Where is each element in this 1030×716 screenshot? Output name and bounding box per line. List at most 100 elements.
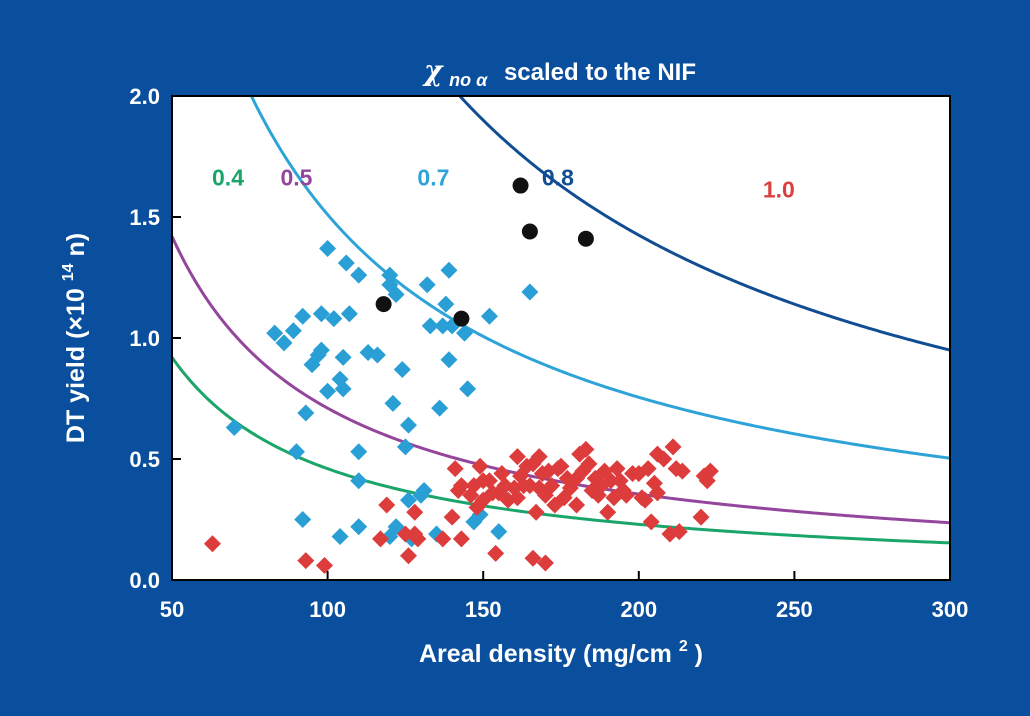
data-point-diamond (381, 266, 399, 284)
data-point-diamond (446, 460, 464, 478)
curve-0-7 (249, 96, 950, 460)
data-point-circle (512, 177, 529, 194)
data-point-diamond (527, 503, 545, 521)
x-axis-title-end: ) (695, 640, 703, 668)
data-point-diamond (400, 547, 418, 565)
data-point-diamond (577, 440, 595, 458)
curve-label-0-4: 0.4 (212, 165, 244, 191)
data-point-diamond (642, 513, 660, 531)
data-point-diamond (664, 438, 682, 456)
data-point-diamond (396, 525, 414, 543)
data-point-diamond (701, 462, 719, 480)
data-point-diamond (602, 472, 620, 490)
data-point-diamond (400, 491, 418, 509)
data-point-diamond (350, 518, 368, 536)
data-point-diamond (673, 462, 691, 480)
chart-title-text: scaled to the NIF (504, 59, 696, 86)
curve-label-0-8: 0.8 (542, 165, 574, 191)
data-point-diamond (331, 527, 349, 545)
data-point-diamond (421, 317, 439, 335)
data-point-diamond (350, 266, 368, 284)
data-point-diamond (536, 554, 554, 572)
data-point-diamond (580, 455, 598, 473)
y-tick-label: 1.0 (129, 326, 160, 351)
data-point-diamond (368, 346, 386, 364)
points-layer (203, 177, 719, 574)
data-point-diamond (552, 457, 570, 475)
data-point-diamond (508, 448, 526, 466)
x-tick-label: 150 (465, 597, 502, 622)
curves-layer (172, 96, 950, 545)
data-point-diamond (440, 261, 458, 279)
data-point-circle (521, 223, 538, 240)
data-point-diamond (508, 489, 526, 507)
data-point-diamond (384, 394, 402, 412)
data-point-diamond (396, 438, 414, 456)
data-point-diamond (406, 503, 424, 521)
curve-label-0-7: 0.7 (417, 165, 449, 191)
data-point-diamond (543, 477, 561, 495)
data-point-diamond (378, 496, 396, 514)
y-axis-title-main: DT yield (×10 (62, 288, 90, 443)
data-point-diamond (334, 380, 352, 398)
y-tick-label: 1.5 (129, 205, 160, 230)
data-point-diamond (648, 484, 666, 502)
data-point-diamond (325, 310, 343, 328)
ticks-layer: 50 100 150 200 250 300 0.0 0.5 1.0 1.5 2.0 (129, 84, 968, 622)
data-point-diamond (521, 283, 539, 301)
data-point-diamond (372, 530, 390, 548)
data-point-diamond (655, 450, 673, 468)
data-point-diamond (617, 486, 635, 504)
data-point-diamond (490, 523, 508, 541)
data-point-diamond (294, 511, 312, 528)
chart-title: χ no α scaled to the NIF (422, 54, 696, 92)
y-axis-title-end: n) (62, 233, 90, 257)
data-point-diamond (225, 419, 243, 437)
data-point-diamond (312, 341, 330, 359)
data-point-diamond (437, 295, 455, 313)
chart-title-subscript: no α (449, 70, 488, 90)
data-point-diamond (692, 508, 710, 526)
chart-title-symbol: χ (422, 54, 444, 87)
x-axis-title: Areal density (mg/cm 2 ) (419, 629, 703, 668)
data-point-diamond (315, 556, 333, 574)
data-point-diamond (524, 549, 542, 567)
data-point-diamond (443, 508, 461, 526)
data-point-diamond (334, 348, 352, 366)
data-point-diamond (387, 285, 405, 303)
y-tick-label: 0.0 (129, 568, 160, 593)
x-tick-label: 50 (160, 597, 184, 622)
curve-0-8 (457, 96, 950, 352)
data-point-diamond (608, 460, 626, 478)
data-point-diamond (275, 334, 293, 352)
data-point-diamond (434, 317, 452, 335)
data-point-diamond (452, 477, 470, 495)
data-point-diamond (294, 307, 312, 325)
data-point-diamond (337, 254, 355, 272)
data-point-diamond (636, 491, 654, 509)
data-point-diamond (480, 472, 498, 490)
data-point-diamond (266, 324, 284, 342)
data-point-diamond (530, 448, 548, 466)
y-axis-title: DT yield (×10 14 n) (51, 233, 90, 443)
y-tick-label: 2.0 (129, 84, 160, 109)
x-tick-label: 100 (309, 597, 346, 622)
curve-label-1-0: 1.0 (763, 177, 795, 203)
data-point-diamond (400, 416, 418, 434)
data-point-diamond (480, 307, 498, 325)
data-point-diamond (415, 481, 433, 499)
data-point-diamond (639, 460, 657, 478)
data-point-diamond (340, 305, 358, 323)
curve-label-0-5: 0.5 (280, 165, 312, 191)
x-axis-title-sup: 2 (679, 638, 688, 655)
data-point-diamond (297, 552, 315, 570)
data-point-diamond (350, 443, 368, 461)
data-point-diamond (459, 380, 477, 398)
data-point-diamond (568, 496, 586, 514)
data-point-diamond (493, 465, 511, 483)
data-point-diamond (456, 324, 474, 342)
x-tick-label: 200 (620, 597, 657, 622)
x-tick-label: 300 (932, 597, 969, 622)
y-axis-title-sup: 14 (60, 263, 77, 281)
